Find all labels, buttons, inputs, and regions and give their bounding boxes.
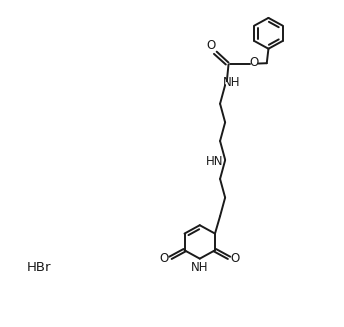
Text: O: O (231, 252, 240, 266)
Text: HN: HN (206, 155, 224, 168)
Text: HBr: HBr (26, 262, 51, 274)
Text: O: O (249, 56, 258, 69)
Text: O: O (160, 252, 169, 266)
Text: O: O (206, 39, 215, 52)
Text: NH: NH (191, 261, 208, 274)
Text: NH: NH (223, 76, 240, 89)
